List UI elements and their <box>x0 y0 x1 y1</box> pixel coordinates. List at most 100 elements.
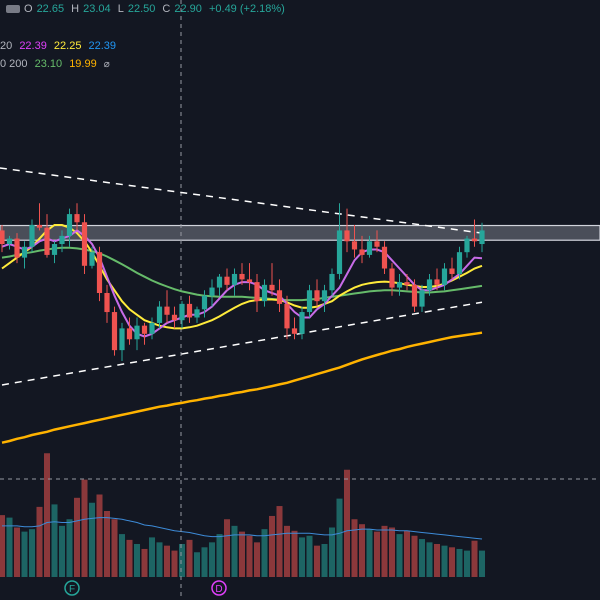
candle-body <box>359 249 365 255</box>
candle-body <box>246 279 253 283</box>
candle-body <box>389 268 395 288</box>
candle <box>231 268 238 296</box>
ma-legend-row-2[interactable]: 0 200 23.10 19.99 ⌀ <box>0 58 114 70</box>
volume-bar <box>389 527 395 577</box>
candle <box>291 317 298 340</box>
candle-body <box>336 230 343 274</box>
candle-body <box>59 235 65 245</box>
high-label: H <box>71 3 80 15</box>
volume-bar <box>359 524 365 577</box>
candle-body <box>186 303 193 318</box>
volume-bar <box>269 515 275 577</box>
volume-bar <box>261 529 268 577</box>
ma-200-line <box>1 331 483 444</box>
candle <box>381 241 388 274</box>
volume-bar <box>411 535 418 577</box>
ma-row1-value-3: 22.39 <box>88 40 117 52</box>
volume-bar <box>239 531 245 577</box>
event-marker-d[interactable]: D <box>211 580 227 596</box>
candle-body <box>149 322 155 334</box>
candle-body <box>51 244 58 255</box>
candle-body <box>276 290 283 304</box>
candle <box>404 273 410 291</box>
volume-bar <box>14 527 20 577</box>
candle-body <box>314 290 320 302</box>
candle-body <box>329 273 335 291</box>
ma-row1-value-1: 22.39 <box>19 40 47 52</box>
candle-body <box>201 295 208 310</box>
candle <box>134 317 140 351</box>
volume-bar <box>59 525 65 577</box>
volume-bar <box>284 525 290 577</box>
candle <box>149 317 155 340</box>
candle <box>464 235 470 258</box>
volume-bar <box>456 548 463 577</box>
candle-body <box>254 282 260 302</box>
volume-bar <box>36 506 43 577</box>
event-marker-f-letter: F <box>69 584 75 595</box>
candle <box>0 224 5 253</box>
volume-bar <box>0 515 5 577</box>
candle-body <box>291 328 298 334</box>
event-marker-f-circle <box>64 580 80 596</box>
candle <box>366 235 373 258</box>
candle-body <box>6 238 13 245</box>
candle <box>426 273 433 296</box>
volume-bar <box>6 517 13 577</box>
candle-body <box>104 293 110 313</box>
volume-bars <box>0 453 485 577</box>
volume-bar <box>441 545 448 577</box>
candle-body <box>299 312 305 334</box>
upper-trendline[interactable] <box>0 166 483 234</box>
candle <box>89 246 95 269</box>
candle <box>216 273 223 296</box>
candle-body <box>396 282 403 288</box>
candle <box>164 290 170 323</box>
ma-legend-row-1[interactable]: 20 22.39 22.25 22.39 <box>0 40 120 52</box>
event-marker-f[interactable]: F <box>64 580 80 596</box>
candle-body <box>216 276 223 288</box>
volume-bar <box>329 527 335 577</box>
close-label: C <box>162 3 171 15</box>
candle <box>441 263 448 291</box>
candle-body <box>21 246 28 258</box>
candle <box>284 295 290 340</box>
candle <box>224 268 230 291</box>
candle <box>479 222 485 253</box>
volume-bar <box>336 498 343 577</box>
candle <box>51 241 58 264</box>
volume-bar <box>471 540 478 577</box>
candle-body <box>119 328 125 351</box>
volume-bar <box>141 548 148 577</box>
candle <box>126 317 133 345</box>
volume-bar <box>306 535 313 577</box>
candle-body <box>164 306 170 315</box>
ma-row2-value-1: 23.10 <box>34 58 63 70</box>
candle-body <box>261 284 268 302</box>
candle-body <box>239 273 245 280</box>
candle <box>314 279 320 307</box>
candle-body <box>14 238 20 258</box>
candle-body <box>111 312 118 351</box>
candle <box>179 301 185 329</box>
candle <box>449 257 455 280</box>
symbol-chip[interactable] <box>6 5 20 14</box>
candle <box>21 241 28 269</box>
candle-body <box>479 230 485 245</box>
close-value: 22.90 <box>174 3 202 15</box>
volume-bar <box>194 552 200 577</box>
volume-bar <box>96 494 103 577</box>
candle <box>411 279 418 313</box>
volume-bar <box>449 547 455 577</box>
volume-bar <box>314 545 320 577</box>
resistance-zone[interactable] <box>0 224 600 241</box>
event-marker-d-letter: D <box>215 584 222 595</box>
volume-bar <box>426 542 433 577</box>
volume-bar <box>44 453 50 577</box>
volume-bar <box>374 531 380 577</box>
lower-trendline[interactable] <box>1 301 483 386</box>
candle <box>261 279 268 307</box>
candle <box>269 263 275 296</box>
hidden-eye-icon[interactable]: ⌀ <box>103 59 110 70</box>
